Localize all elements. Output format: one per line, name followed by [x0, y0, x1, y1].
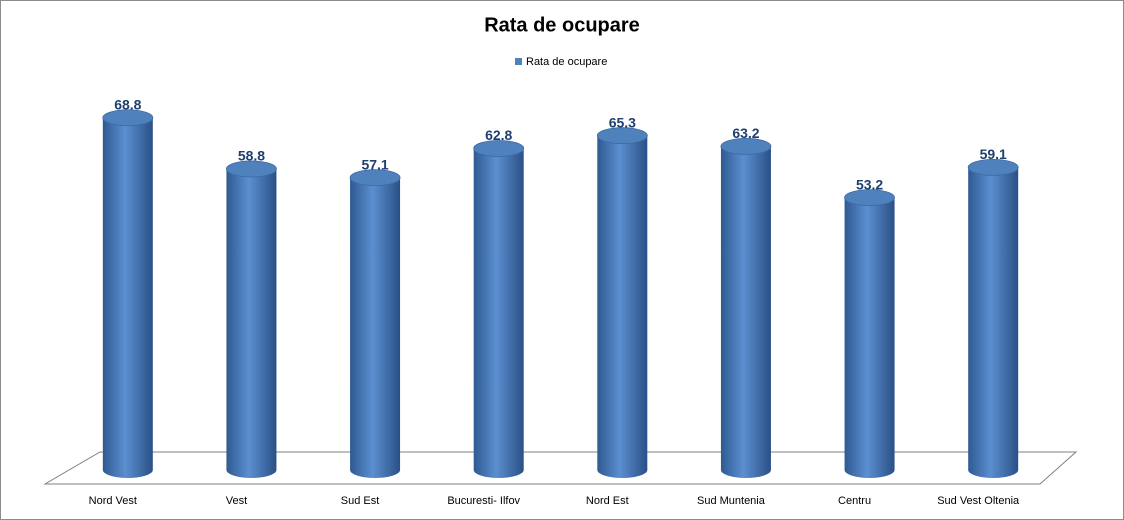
legend-swatch — [515, 58, 522, 65]
bar-top — [844, 189, 895, 207]
bar-body — [102, 117, 153, 478]
value-label: 65.3 — [609, 114, 636, 130]
bar-body — [844, 197, 895, 478]
value-label: 62.8 — [485, 127, 512, 143]
bar-top — [473, 140, 525, 157]
bar — [596, 127, 648, 478]
bar — [349, 169, 401, 478]
bar-body — [350, 177, 401, 478]
x-tick-label: Vest — [226, 495, 247, 507]
x-tick-label: Nord Vest — [89, 495, 137, 507]
value-label: 63.2 — [732, 125, 759, 141]
bar — [473, 140, 525, 479]
x-tick-label: Bucuresti- Ilfov — [447, 495, 520, 507]
legend: Rata de ocupare — [515, 56, 607, 68]
bar-top — [720, 138, 772, 155]
value-label: 58.8 — [238, 148, 265, 164]
bar-top — [596, 127, 648, 145]
floor — [43, 451, 1078, 485]
bar-top — [226, 160, 277, 178]
bar-body — [226, 168, 277, 478]
bar — [102, 109, 154, 478]
value-label: 68.8 — [114, 96, 141, 112]
x-tick-label: Nord Est — [586, 495, 629, 507]
bar-body — [473, 148, 524, 479]
x-tick-label: Centru — [838, 495, 871, 507]
bar-body — [597, 135, 648, 478]
bar-body — [968, 167, 1019, 478]
bar-top — [349, 169, 401, 187]
x-tick-label: Sud Muntenia — [697, 495, 766, 507]
x-tick-label: Sud Est — [341, 495, 380, 507]
value-label: 59.1 — [980, 146, 1007, 162]
bar-top — [967, 159, 1019, 176]
bar — [967, 159, 1019, 478]
chart-title: Rata de ocupare — [484, 14, 640, 36]
bar — [720, 138, 772, 478]
bar-top — [102, 109, 154, 127]
legend-label: Rata de ocupare — [526, 56, 607, 68]
value-label: 53.2 — [856, 176, 883, 192]
value-label: 57.1 — [361, 156, 388, 172]
x-tick-label: Sud Vest Oltenia — [937, 495, 1020, 507]
bar — [226, 160, 277, 478]
bar-body — [720, 146, 771, 478]
bar — [844, 189, 895, 478]
